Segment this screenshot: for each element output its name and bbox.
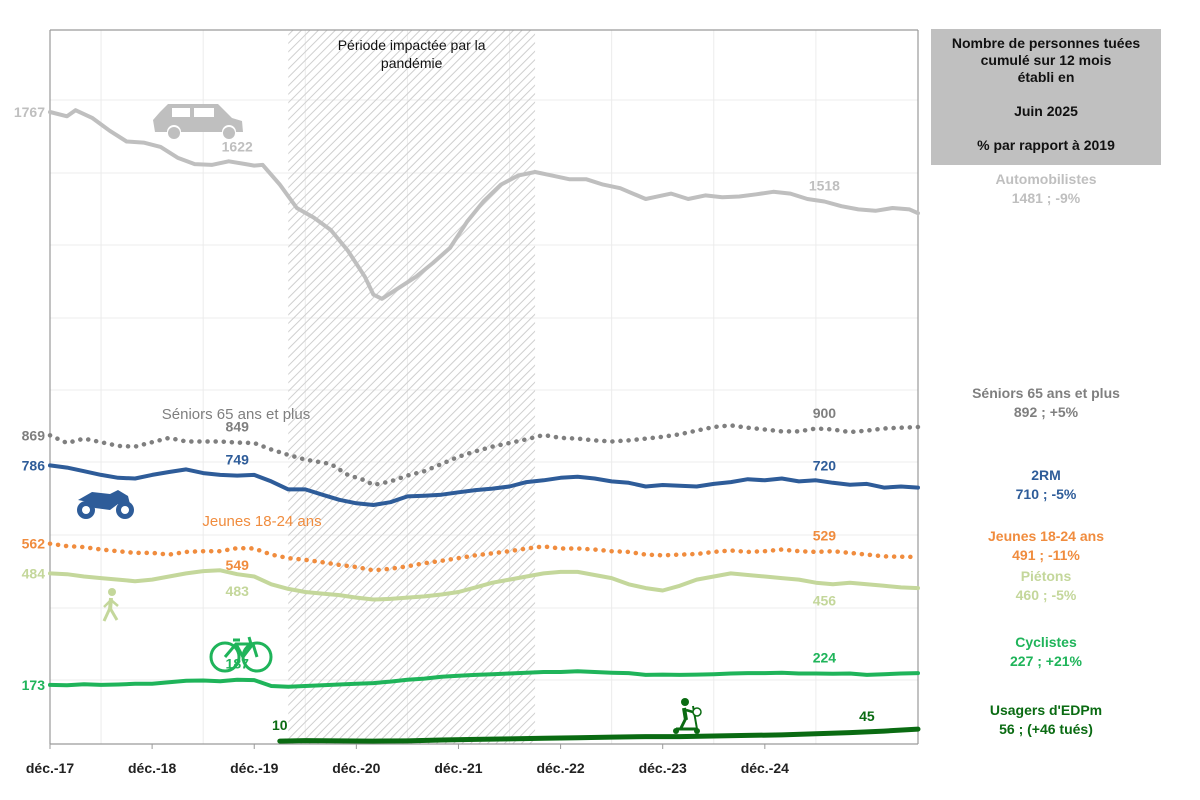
side-label-value: 1481 ; -9% bbox=[1011, 190, 1081, 206]
side-label-value: 460 ; -5% bbox=[1015, 587, 1077, 603]
x-tick-label: déc.-19 bbox=[230, 760, 278, 776]
bicycle-icon bbox=[209, 636, 273, 673]
x-tick-label: déc.-24 bbox=[741, 760, 789, 776]
motorcycle-icon bbox=[77, 490, 134, 519]
series-line-pietons bbox=[48, 568, 920, 602]
side-label-value: 491 ; -11% bbox=[1012, 547, 1080, 563]
side-label-name: Jeunes 18-24 ans bbox=[988, 528, 1104, 544]
x-tick-label: déc.-17 bbox=[26, 760, 74, 776]
value-label-rm2: 749 bbox=[226, 452, 250, 468]
series-line-jeunes bbox=[47, 541, 921, 573]
pedestrian-icon bbox=[102, 588, 119, 622]
header-line2: cumulé sur 12 mois bbox=[980, 52, 1112, 68]
header-line3: établi en bbox=[1017, 69, 1075, 85]
side-label-name: Piétons bbox=[1020, 568, 1072, 584]
header-month: Juin 2025 bbox=[1014, 103, 1078, 119]
pandemic-label-line1: Période impactée par la bbox=[338, 37, 486, 53]
x-tick-label: déc.-21 bbox=[434, 760, 482, 776]
header-pct: % par rapport à 2019 bbox=[977, 137, 1115, 153]
side-label-value: 892 ; +5% bbox=[1013, 404, 1079, 420]
series-line-cyclistes bbox=[48, 669, 920, 689]
side-label-2rm: 2RM 710 ; -5% bbox=[931, 466, 1161, 504]
scooter-icon bbox=[673, 698, 702, 734]
series-line-auto bbox=[48, 108, 920, 301]
series-value-labels: 1767 1622 1518 869 849 900 786 749 720 562 549 529 4… bbox=[14, 104, 875, 733]
value-label-jeunes: 549 bbox=[226, 557, 250, 573]
side-label-pietons: Piétons 460 ; -5% bbox=[931, 567, 1161, 605]
value-label-edpm: 45 bbox=[859, 708, 875, 724]
value-label-cyclistes: 173 bbox=[22, 677, 46, 693]
x-tick-label: déc.-18 bbox=[128, 760, 176, 776]
value-label-auto: 1767 bbox=[14, 104, 45, 120]
side-label-name: Usagers d'EDPm bbox=[989, 702, 1103, 718]
side-label-jeunes: Jeunes 18-24 ans 491 ; -11% bbox=[931, 527, 1161, 565]
axes: déc.-17 déc.-18 déc.-19 déc.-20 déc.-21 déc.-… bbox=[26, 29, 919, 776]
side-label-name: Séniors 65 ans et plus bbox=[972, 385, 1120, 401]
value-label-seniors: 849 bbox=[226, 419, 250, 435]
header-line1: Nombre de personnes tuées bbox=[951, 35, 1141, 51]
seniors-annotation: Séniors 65 ans et plus bbox=[162, 406, 310, 423]
value-label-auto: 1622 bbox=[222, 139, 253, 155]
value-label-edpm: 10 bbox=[272, 717, 288, 733]
side-label-value: 56 ; (+46 tués) bbox=[999, 721, 1093, 737]
series-line-seniors bbox=[47, 423, 921, 488]
series-line-edpm bbox=[277, 726, 921, 744]
value-label-jeunes: 562 bbox=[22, 536, 46, 552]
pandemic-label-line2: pandémie bbox=[381, 55, 443, 71]
value-label-pietons: 456 bbox=[813, 592, 837, 608]
car-icon bbox=[153, 104, 243, 139]
side-label-value: 710 ; -5% bbox=[1015, 486, 1077, 502]
side-label-name: Automobilistes bbox=[995, 171, 1097, 187]
legend-header: Nombre de personnes tuées cumulé sur 12 … bbox=[931, 29, 1161, 165]
pandemic-shaded-period bbox=[288, 30, 536, 744]
value-label-pietons: 484 bbox=[22, 565, 46, 581]
value-label-rm2: 720 bbox=[813, 458, 837, 474]
value-label-cyclistes: 224 bbox=[813, 650, 837, 666]
side-label-name: 2RM bbox=[1031, 467, 1061, 483]
series-line-rm2 bbox=[48, 463, 920, 507]
x-tick-label: déc.-20 bbox=[332, 760, 380, 776]
value-label-jeunes: 529 bbox=[813, 528, 837, 544]
x-tick-label: déc.-23 bbox=[639, 760, 687, 776]
side-label-automobilistes: Automobilistes 1481 ; -9% bbox=[931, 170, 1161, 208]
side-label-edpm: Usagers d'EDPm 56 ; (+46 tués) bbox=[931, 701, 1161, 739]
value-label-auto: 1518 bbox=[809, 178, 840, 194]
side-label-name: Cyclistes bbox=[1015, 634, 1077, 650]
side-label-seniors: Séniors 65 ans et plus 892 ; +5% bbox=[931, 384, 1161, 422]
side-label-value: 227 ; +21% bbox=[1010, 653, 1082, 669]
value-label-pietons: 483 bbox=[226, 583, 250, 599]
side-label-cyclistes: Cyclistes 227 ; +21% bbox=[931, 633, 1161, 671]
x-tick-label: déc.-22 bbox=[536, 760, 584, 776]
series-lines bbox=[47, 108, 921, 744]
value-label-seniors: 869 bbox=[22, 427, 46, 443]
value-label-seniors: 900 bbox=[813, 405, 837, 421]
jeunes-annotation: Jeunes 18-24 ans bbox=[202, 513, 321, 530]
value-label-rm2: 786 bbox=[22, 457, 46, 473]
